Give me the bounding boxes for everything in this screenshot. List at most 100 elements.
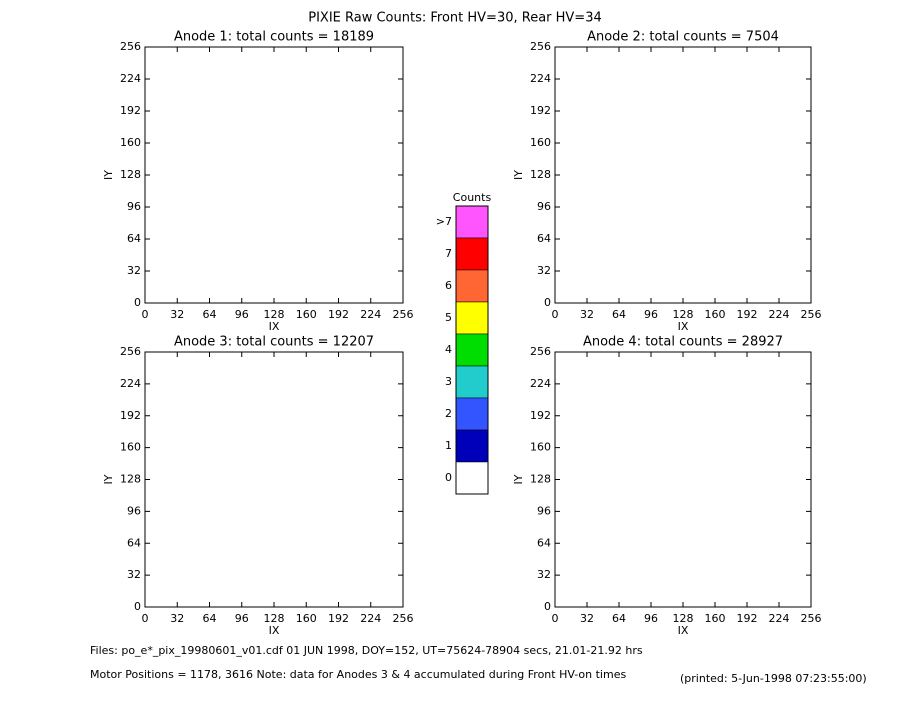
x-tick-label: 192 (737, 308, 758, 321)
y-tick-label: 192 (530, 104, 551, 117)
colorbar-label: 2 (445, 407, 452, 420)
colorbar-swatch (455, 301, 489, 335)
y-axis-label: IY (512, 170, 525, 180)
x-tick-label: 96 (644, 612, 658, 625)
colorbar-label: 4 (445, 343, 452, 356)
x-tick-label: 160 (705, 308, 726, 321)
y-tick-label: 0 (544, 600, 551, 613)
x-tick-label: 64 (612, 308, 626, 321)
x-tick-label: 0 (552, 308, 559, 321)
x-tick-label: 128 (673, 612, 694, 625)
x-tick-label: 256 (393, 612, 414, 625)
x-tick-label: 160 (705, 612, 726, 625)
y-tick-label: 160 (120, 441, 141, 454)
y-tick-label: 96 (537, 200, 551, 213)
colorbar-label: 1 (445, 439, 452, 452)
x-tick-label: 96 (235, 308, 249, 321)
y-tick-label: 160 (530, 441, 551, 454)
colorbar-swatch (455, 461, 489, 495)
plot-frame (554, 351, 812, 608)
y-tick-label: 128 (530, 473, 551, 486)
colorbar-swatch (455, 397, 489, 431)
y-tick-label: 32 (537, 568, 551, 581)
x-tick-label: 256 (801, 308, 822, 321)
y-tick-label: 256 (530, 40, 551, 53)
x-tick-label: 0 (142, 308, 149, 321)
x-tick-label: 224 (360, 308, 381, 321)
y-tick-label: 96 (537, 504, 551, 517)
y-tick-label: 256 (120, 345, 141, 358)
colorbar-swatch (455, 333, 489, 367)
y-tick-label: 256 (120, 40, 141, 53)
colorbar-label: 7 (445, 247, 452, 260)
y-tick-label: 64 (537, 232, 551, 245)
y-tick-label: 192 (120, 104, 141, 117)
panel-title: Anode 4: total counts = 28927 (583, 335, 783, 350)
x-tick-label: 256 (393, 308, 414, 321)
y-tick-label: 192 (120, 409, 141, 422)
y-tick-label: 160 (120, 136, 141, 149)
y-axis-label: IY (102, 170, 115, 180)
x-axis-label: IX (269, 624, 280, 637)
y-tick-label: 32 (127, 264, 141, 277)
plot-frame (144, 351, 404, 608)
y-tick-label: 32 (537, 264, 551, 277)
colorbar-label: 3 (445, 375, 452, 388)
y-tick-label: 0 (544, 296, 551, 309)
y-tick-label: 224 (120, 72, 141, 85)
x-tick-label: 224 (360, 612, 381, 625)
colorbar-title: Counts (453, 191, 492, 204)
panel-title: Anode 2: total counts = 7504 (587, 30, 779, 45)
x-tick-label: 32 (580, 612, 594, 625)
x-tick-label: 128 (264, 612, 285, 625)
footer-printed: (printed: 5-Jun-1998 07:23:55:00) (680, 672, 867, 685)
colorbar-label: >7 (436, 215, 452, 228)
y-tick-label: 0 (134, 296, 141, 309)
panel-title: Anode 3: total counts = 12207 (174, 335, 374, 350)
colorbar-swatch (455, 365, 489, 399)
y-tick-label: 224 (530, 377, 551, 390)
y-tick-label: 224 (530, 72, 551, 85)
x-tick-label: 128 (673, 308, 694, 321)
footer-files: Files: po_e*_pix_19980601_v01.cdf 01 JUN… (90, 644, 643, 657)
panel-title: Anode 1: total counts = 18189 (174, 30, 374, 45)
page-title: PIXIE Raw Counts: Front HV=30, Rear HV=3… (308, 11, 602, 26)
colorbar-swatch (455, 205, 489, 239)
x-tick-label: 0 (552, 612, 559, 625)
x-tick-label: 192 (328, 612, 349, 625)
x-tick-label: 96 (644, 308, 658, 321)
y-tick-label: 32 (127, 568, 141, 581)
x-tick-label: 224 (769, 308, 790, 321)
footer-motor: Motor Positions = 1178, 3616 Note: data … (90, 668, 626, 681)
x-tick-label: 192 (737, 612, 758, 625)
x-tick-label: 32 (580, 308, 594, 321)
colorbar-swatch (455, 429, 489, 463)
x-tick-label: 160 (296, 308, 317, 321)
x-tick-label: 256 (801, 612, 822, 625)
y-axis-label: IY (102, 474, 115, 484)
colorbar-label: 5 (445, 311, 452, 324)
y-tick-label: 128 (530, 168, 551, 181)
x-tick-label: 0 (142, 612, 149, 625)
x-tick-label: 64 (203, 308, 217, 321)
x-axis-label: IX (678, 624, 689, 637)
y-axis-label: IY (512, 474, 525, 484)
y-tick-label: 128 (120, 473, 141, 486)
colorbar-frame (455, 205, 489, 495)
y-tick-label: 64 (537, 536, 551, 549)
x-tick-label: 224 (769, 612, 790, 625)
plot-frame (144, 46, 404, 304)
colorbar-label: 6 (445, 279, 452, 292)
y-tick-label: 224 (120, 377, 141, 390)
y-tick-label: 64 (127, 232, 141, 245)
x-tick-label: 32 (170, 612, 184, 625)
y-tick-label: 160 (530, 136, 551, 149)
x-tick-label: 32 (170, 308, 184, 321)
y-tick-label: 128 (120, 168, 141, 181)
y-tick-label: 0 (134, 600, 141, 613)
y-tick-label: 192 (530, 409, 551, 422)
x-tick-label: 64 (612, 612, 626, 625)
x-axis-label: IX (269, 320, 280, 333)
y-tick-label: 256 (530, 345, 551, 358)
